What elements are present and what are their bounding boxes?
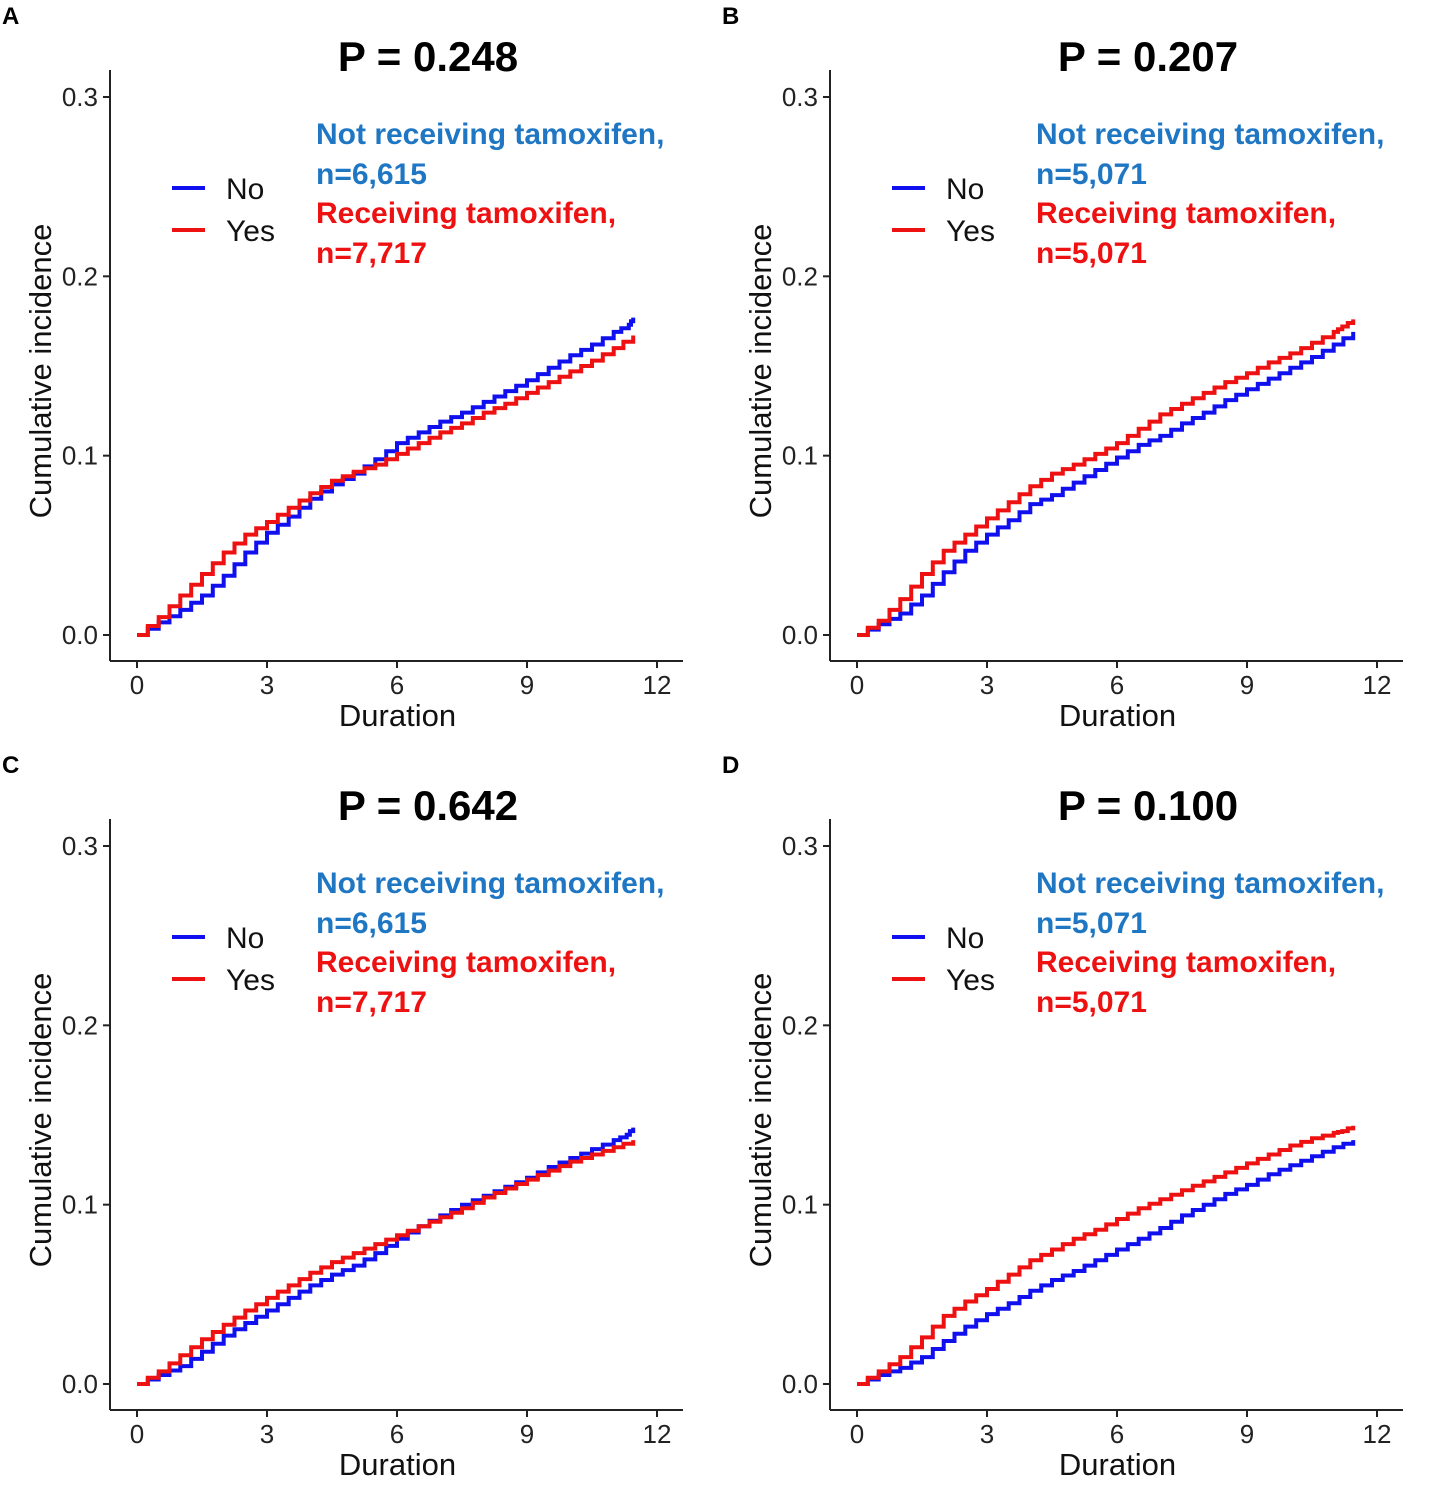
series-line-yes [857, 319, 1356, 637]
x-tick-label: 0 [850, 670, 864, 700]
annotation-not-receiving-n: n=5,071 [1036, 158, 1147, 191]
y-tick-label: 0.1 [62, 1190, 98, 1220]
chart-c: C P = 0.642 0.0 0.1 0.2 0.3 0 3 6 9 12 Duration Cumu… [2, 752, 683, 1482]
x-tick-label: 3 [260, 670, 274, 700]
series-line-yes [857, 1125, 1356, 1386]
x-tick-label: 6 [1110, 1419, 1124, 1449]
x-axis-title: Duration [339, 698, 456, 733]
y-tick-label: 0.3 [782, 831, 818, 861]
chart-title: P = 0.642 [338, 782, 518, 829]
chart-title: P = 0.248 [338, 33, 518, 80]
x-tick-label: 6 [1110, 670, 1124, 700]
legend-label-no: No [226, 922, 264, 955]
legend-label-yes: Yes [226, 215, 275, 248]
series-line-no [857, 331, 1356, 637]
annotation-receiving-n: n=5,071 [1036, 986, 1147, 1019]
y-tick-label: 0.1 [62, 441, 98, 471]
panel-c: C P = 0.642 0.0 0.1 0.2 0.3 0 3 6 9 12 Duration Cumu… [0, 749, 720, 1498]
legend-label-no: No [946, 173, 984, 206]
y-tick-label: 0.1 [782, 1190, 818, 1220]
panel-letter: D [722, 752, 739, 779]
series-line-no [137, 317, 636, 637]
y-axis-title: Cumulative incidence [743, 224, 778, 519]
x-tick-label: 12 [1363, 1419, 1392, 1449]
annotation-receiving-label: Receiving tamoxifen, [1036, 197, 1336, 230]
x-tick-label: 9 [1240, 1419, 1254, 1449]
y-tick-label: 0.1 [782, 441, 818, 471]
x-tick-label: 12 [643, 670, 672, 700]
x-tick-label: 3 [980, 670, 994, 700]
x-tick-label: 6 [390, 670, 404, 700]
y-tick-label: 0.0 [62, 620, 98, 650]
annotation-not-receiving-label: Not receiving tamoxifen, [316, 118, 664, 151]
annotation-not-receiving-label: Not receiving tamoxifen, [316, 867, 664, 900]
y-tick-label: 0.0 [782, 1369, 818, 1399]
annotation-receiving-n: n=7,717 [316, 986, 427, 1019]
annotation-not-receiving-n: n=5,071 [1036, 907, 1147, 940]
x-tick-label: 0 [130, 1419, 144, 1449]
x-tick-label: 3 [980, 1419, 994, 1449]
legend-label-yes: Yes [946, 215, 995, 248]
x-tick-label: 12 [1363, 670, 1392, 700]
panel-a: A P = 0.248 0.0 0.1 0.2 0.3 0 3 6 9 12 Duration Cumu… [0, 0, 720, 749]
y-tick-label: 0.2 [62, 1010, 98, 1040]
y-tick-label: 0.0 [782, 620, 818, 650]
annotation-not-receiving-label: Not receiving tamoxifen, [1036, 867, 1384, 900]
panel-b: B P = 0.207 0.0 0.1 0.2 0.3 0 3 6 9 12 Duration Cumu… [720, 0, 1440, 749]
x-tick-label: 3 [260, 1419, 274, 1449]
chart-title: P = 0.100 [1058, 782, 1238, 829]
annotation-receiving-n: n=7,717 [316, 237, 427, 270]
y-axis-title: Cumulative incidence [743, 973, 778, 1268]
legend-label-no: No [946, 922, 984, 955]
x-axis-title: Duration [339, 1447, 456, 1482]
chart-b: B P = 0.207 0.0 0.1 0.2 0.3 0 3 6 9 12 Duration Cumu… [722, 3, 1403, 733]
legend-label-no: No [226, 173, 264, 206]
chart-title: P = 0.207 [1058, 33, 1238, 80]
x-tick-label: 0 [130, 670, 144, 700]
annotation-receiving-n: n=5,071 [1036, 237, 1147, 270]
legend-label-yes: Yes [946, 964, 995, 997]
y-axis-title: Cumulative incidence [23, 973, 58, 1268]
x-tick-label: 0 [850, 1419, 864, 1449]
panel-letter: C [2, 752, 19, 779]
annotation-receiving-label: Receiving tamoxifen, [316, 946, 616, 979]
x-tick-label: 9 [520, 670, 534, 700]
panel-letter: B [722, 3, 739, 30]
y-tick-label: 0.3 [62, 831, 98, 861]
annotation-not-receiving-n: n=6,615 [316, 907, 427, 940]
panel-d: D P = 0.100 0.0 0.1 0.2 0.3 0 3 6 9 12 Duration Cumu… [720, 749, 1440, 1498]
annotation-receiving-label: Receiving tamoxifen, [1036, 946, 1336, 979]
chart-d: D P = 0.100 0.0 0.1 0.2 0.3 0 3 6 9 12 Duration Cumu… [722, 752, 1403, 1482]
panel-letter: A [2, 3, 19, 30]
x-axis-title: Duration [1059, 1447, 1176, 1482]
y-tick-label: 0.3 [62, 82, 98, 112]
x-tick-label: 6 [390, 1419, 404, 1449]
annotation-not-receiving-n: n=6,615 [316, 158, 427, 191]
chart-a: A P = 0.248 0.0 0.1 0.2 0.3 0 3 6 9 12 Duration Cumu… [2, 3, 683, 733]
x-axis-title: Duration [1059, 698, 1176, 733]
series-line-yes [137, 335, 636, 637]
y-tick-label: 0.2 [62, 261, 98, 291]
y-tick-label: 0.3 [782, 82, 818, 112]
series-line-no [857, 1140, 1356, 1386]
legend-label-yes: Yes [226, 964, 275, 997]
y-tick-label: 0.2 [782, 261, 818, 291]
x-tick-label: 9 [520, 1419, 534, 1449]
x-tick-label: 9 [1240, 670, 1254, 700]
annotation-receiving-label: Receiving tamoxifen, [316, 197, 616, 230]
annotation-not-receiving-label: Not receiving tamoxifen, [1036, 118, 1384, 151]
y-tick-label: 0.2 [782, 1010, 818, 1040]
y-axis-title: Cumulative incidence [23, 224, 58, 519]
x-tick-label: 12 [643, 1419, 672, 1449]
y-tick-label: 0.0 [62, 1369, 98, 1399]
series-line-yes [137, 1140, 636, 1386]
